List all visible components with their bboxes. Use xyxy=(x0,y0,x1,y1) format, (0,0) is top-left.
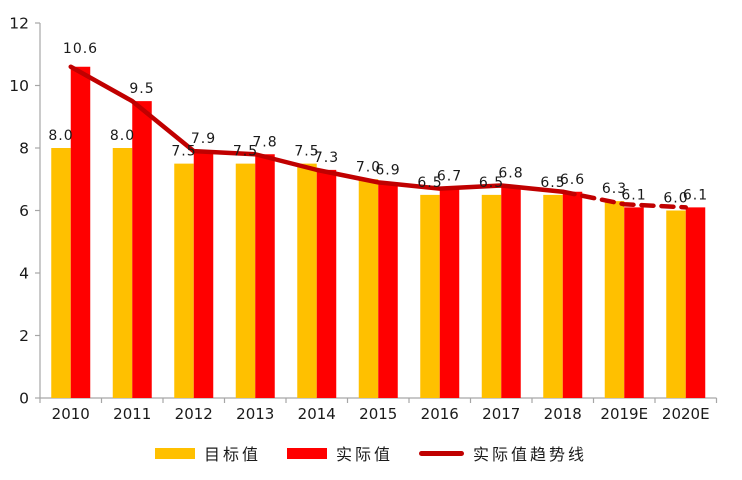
bar-target xyxy=(297,163,317,398)
bar-target xyxy=(420,194,440,398)
value-label-target: 6.5 xyxy=(479,175,504,191)
bar-target xyxy=(481,194,502,398)
value-label-actual: 7.8 xyxy=(252,134,277,150)
value-label-actual: 6.8 xyxy=(498,166,523,182)
x-category-label: 2016 xyxy=(421,405,459,423)
y-tick-label: 10 xyxy=(9,77,29,95)
x-category-label: 2020E xyxy=(662,405,710,423)
target-swatch-icon xyxy=(154,447,195,459)
bar-actual xyxy=(255,154,275,398)
y-tick-label: 2 xyxy=(19,327,29,345)
bar-actual xyxy=(316,169,337,398)
value-label-target: 7.0 xyxy=(356,159,381,175)
x-category-label: 2012 xyxy=(175,405,213,423)
value-label-actual: 6.1 xyxy=(621,187,646,203)
x-category-label: 2015 xyxy=(359,405,397,423)
bar-actual xyxy=(562,191,583,398)
bar-target xyxy=(358,179,379,398)
bar-target xyxy=(51,148,71,398)
bar-target xyxy=(604,201,625,398)
bar-actual xyxy=(685,207,706,398)
legend-label-actual: 实际值 xyxy=(335,445,393,464)
chart-legend: 目标值 实际值 实际值趋势线 xyxy=(0,438,742,468)
y-tick-label: 0 xyxy=(19,390,29,408)
x-category-label: 2010 xyxy=(52,405,90,423)
value-label-target: 7.5 xyxy=(294,144,319,160)
value-label-actual: 9.5 xyxy=(129,81,154,97)
y-tick-label: 8 xyxy=(19,140,29,158)
actual-swatch-icon xyxy=(286,447,327,459)
legend-item-target: 目标值 xyxy=(154,441,261,465)
value-label-target: 6.5 xyxy=(540,175,565,191)
bar-actual xyxy=(193,151,214,398)
value-label-target: 6.5 xyxy=(417,175,442,191)
value-label-actual: 7.3 xyxy=(314,150,339,166)
bar-actual xyxy=(378,182,398,398)
x-category-label: 2019E xyxy=(600,405,648,423)
x-category-label: 2018 xyxy=(544,405,582,423)
x-category-label: 2011 xyxy=(113,405,151,423)
value-label-target: 7.5 xyxy=(233,144,258,160)
value-label-actual: 6.1 xyxy=(683,187,708,203)
value-label-actual: 7.9 xyxy=(191,131,216,147)
legend-label-target: 目标值 xyxy=(203,445,261,464)
value-label-target: 7.5 xyxy=(171,144,196,160)
bar-target xyxy=(112,148,133,398)
value-label-target: 8.0 xyxy=(48,128,73,144)
value-label-actual: 6.6 xyxy=(560,172,585,188)
trend-line-solid xyxy=(68,64,565,194)
x-category-label: 2013 xyxy=(236,405,274,423)
bar-actual xyxy=(132,101,152,398)
x-category-label: 2017 xyxy=(482,405,520,423)
value-label-actual: 10.6 xyxy=(63,41,98,57)
y-tick-label: 12 xyxy=(9,15,29,33)
bar-actual xyxy=(501,185,521,398)
value-label-actual: 6.7 xyxy=(437,169,462,185)
bar-actual xyxy=(624,207,644,398)
legend-item-actual: 实际值 xyxy=(286,441,393,465)
bar-target xyxy=(543,194,563,398)
value-label-target: 6.3 xyxy=(602,181,627,197)
value-label-actual: 6.9 xyxy=(375,162,400,178)
legend-label-trendline: 实际值趋势线 xyxy=(473,445,588,464)
bar-target xyxy=(174,163,194,398)
value-label-target: 8.0 xyxy=(110,128,135,144)
bar-actual xyxy=(70,66,91,398)
trend-line-dashed xyxy=(560,189,688,210)
x-category-label: 2014 xyxy=(298,405,336,423)
legend-item-trendline: 实际值趋势线 xyxy=(419,441,587,465)
y-tick-label: 4 xyxy=(19,265,29,283)
value-label-target: 6.0 xyxy=(663,191,688,207)
bar-target xyxy=(666,210,686,398)
chart-svg: 0 2 4 6 8 10 12 2010 2011 2012 2013 2014 2015 2016 201… xyxy=(9,15,718,423)
trendline-swatch-icon xyxy=(419,450,464,456)
bar-target xyxy=(235,163,256,398)
bar-actual xyxy=(439,188,460,398)
y-tick-label: 6 xyxy=(19,202,29,220)
